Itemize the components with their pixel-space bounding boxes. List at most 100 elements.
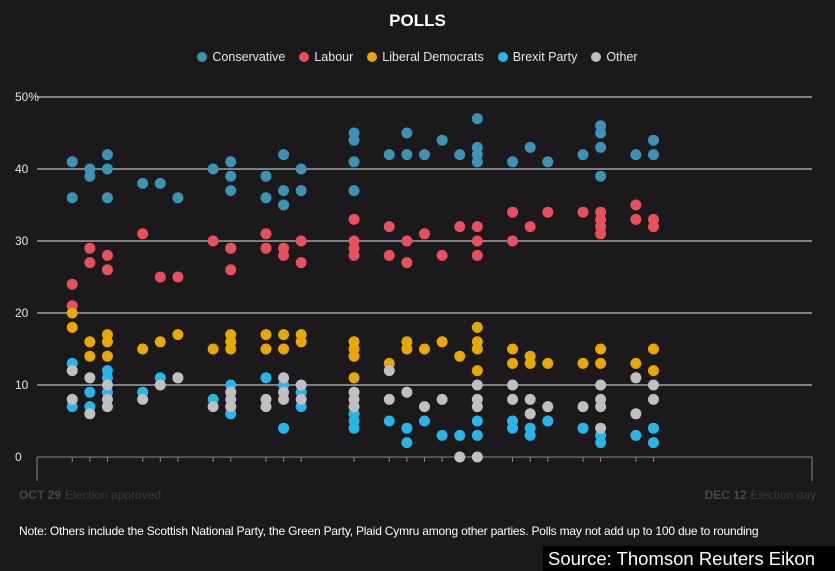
dot-brexit-party: [260, 372, 272, 384]
dot-other: [471, 451, 483, 463]
chart-title: POLLS: [389, 11, 446, 30]
x-annotation-date: OCT 29: [19, 488, 62, 502]
dot-brexit-party: [595, 437, 607, 449]
dot-liberal-democrats: [647, 343, 659, 355]
dot-liberal-democrats: [419, 343, 430, 355]
dot-labour: [383, 249, 395, 261]
dot-brexit-party: [524, 429, 536, 441]
dot-conservative: [101, 192, 113, 204]
dot-other: [630, 372, 642, 384]
dot-conservative: [471, 113, 483, 125]
dot-conservative: [595, 170, 607, 182]
dot-brexit-party: [436, 429, 448, 441]
dot-other: [419, 401, 430, 413]
y-tick-label: 0: [15, 450, 22, 464]
y-tick-label: 40: [15, 162, 29, 176]
dot-conservative: [348, 134, 360, 146]
gridlines: [37, 96, 812, 386]
dot-conservative: [225, 185, 237, 197]
dot-liberal-democrats: [137, 343, 149, 355]
dot-liberal-democrats: [260, 343, 272, 355]
legend-dot-brexit-party: [497, 52, 508, 62]
dot-conservative: [207, 163, 219, 175]
dot-conservative: [630, 149, 642, 161]
y-tick-label: 50%: [15, 90, 39, 104]
dot-other: [630, 408, 642, 420]
dot-other: [84, 372, 96, 384]
dot-conservative: [401, 149, 413, 161]
dot-brexit-party: [647, 422, 659, 434]
dot-labour: [524, 221, 536, 233]
dot-conservative: [542, 156, 554, 168]
dot-conservative: [278, 149, 290, 161]
dot-other: [647, 393, 659, 405]
dot-conservative: [524, 141, 536, 153]
legend-item-brexit-party: Brexit Party: [497, 50, 578, 64]
dot-conservative: [225, 170, 237, 182]
dot-labour: [630, 199, 642, 211]
dot-other: [383, 393, 395, 405]
dot-brexit-party: [471, 429, 483, 441]
dot-other: [436, 393, 448, 405]
dot-other: [66, 393, 78, 405]
dot-liberal-democrats: [101, 336, 113, 348]
dot-conservative: [295, 185, 307, 197]
dot-labour: [401, 235, 413, 247]
legend: Conservative Labour Liberal Democrats Br…: [0, 50, 835, 64]
dot-other: [207, 401, 219, 413]
dot-liberal-democrats: [154, 336, 166, 348]
legend-label: Labour: [314, 50, 354, 64]
legend-dot-conservative: [197, 52, 208, 62]
dot-labour: [137, 228, 149, 240]
dot-other: [172, 372, 184, 384]
dot-other: [595, 379, 607, 391]
dot-conservative: [278, 199, 290, 211]
dot-labour: [295, 235, 307, 247]
legend-label: Brexit Party: [512, 50, 578, 64]
dot-labour: [278, 249, 290, 261]
dot-conservative: [348, 156, 360, 168]
dot-conservative: [66, 192, 78, 204]
dot-labour: [507, 206, 519, 218]
dot-conservative: [595, 127, 607, 139]
dot-labour: [84, 242, 96, 254]
dot-other: [454, 451, 466, 463]
dot-labour: [172, 271, 184, 283]
dot-labour: [401, 257, 413, 269]
dot-conservative: [84, 170, 96, 182]
dot-conservative: [436, 134, 448, 146]
dot-labour: [84, 257, 96, 269]
dot-liberal-democrats: [524, 357, 536, 369]
dot-labour: [154, 271, 166, 283]
dot-labour: [419, 228, 430, 240]
dot-labour: [383, 221, 395, 233]
dot-other: [84, 408, 96, 420]
dot-conservative: [383, 149, 395, 161]
dot-liberal-democrats: [84, 350, 96, 362]
dot-other: [383, 365, 395, 377]
dot-conservative: [471, 156, 483, 168]
dot-other: [101, 401, 113, 413]
y-tick-label: 20: [15, 306, 29, 320]
legend-dot-liberal-democrats: [367, 52, 378, 62]
dot-other: [154, 379, 166, 391]
dot-conservative: [595, 141, 607, 153]
dot-other: [647, 379, 659, 391]
dot-liberal-democrats: [260, 329, 272, 341]
dot-conservative: [577, 149, 589, 161]
dot-liberal-democrats: [471, 365, 483, 377]
dot-other: [295, 379, 307, 391]
dot-liberal-democrats: [66, 321, 78, 333]
dot-brexit-party: [348, 422, 360, 434]
dot-conservative: [260, 170, 272, 182]
dot-other: [507, 393, 519, 405]
dot-liberal-democrats: [295, 336, 307, 348]
dot-conservative: [647, 134, 659, 146]
dot-liberal-democrats: [84, 336, 96, 348]
dot-liberal-democrats: [542, 357, 554, 369]
dot-brexit-party: [471, 415, 483, 427]
dot-other: [295, 393, 307, 405]
source-credit: Source: Thomson Reuters Eikon: [543, 546, 835, 571]
dot-labour: [225, 242, 237, 254]
legend-item-conservative: Conservative: [197, 50, 285, 64]
